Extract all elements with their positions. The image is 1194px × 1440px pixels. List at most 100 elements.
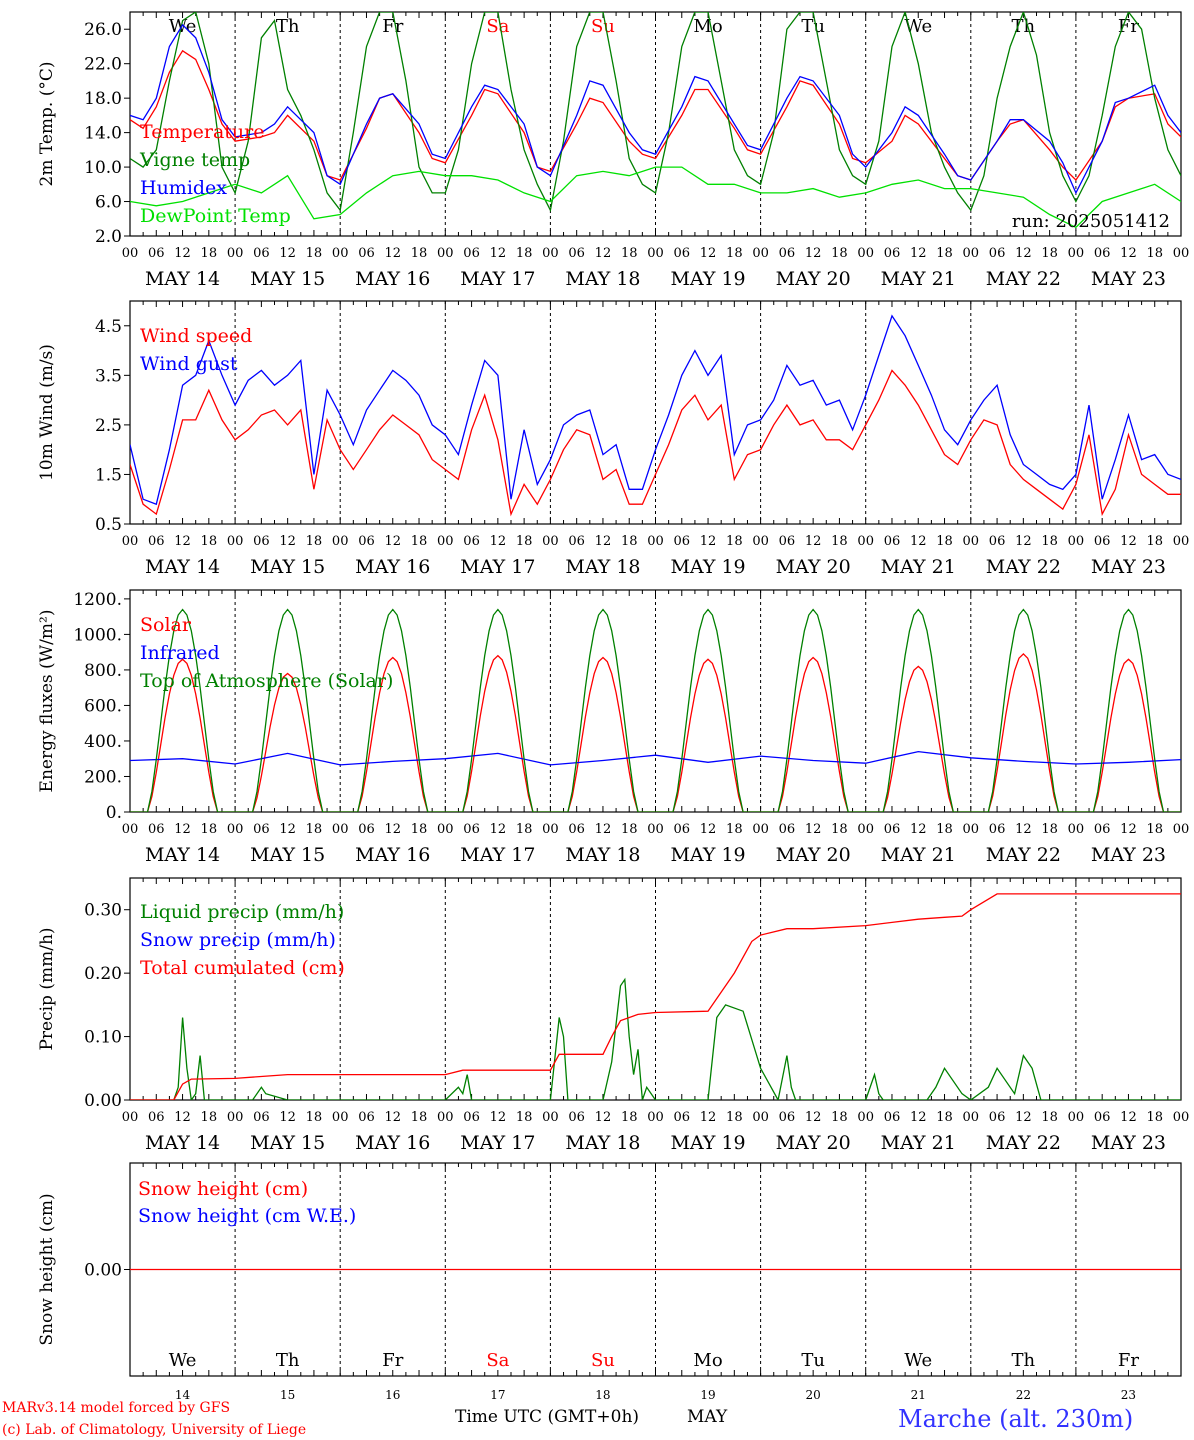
hour-label: 12 xyxy=(1015,534,1032,549)
hour-label: 06 xyxy=(989,822,1006,837)
hour-label: 00 xyxy=(122,246,139,261)
hour-label: 18 xyxy=(1041,534,1058,549)
hour-label: 00 xyxy=(542,822,559,837)
y-tick-label: 1.5 xyxy=(95,465,122,485)
date-label: MAY 15 xyxy=(250,844,325,866)
hour-label: 18 xyxy=(936,246,953,261)
hour-label: 18 xyxy=(516,534,533,549)
hour-label: 12 xyxy=(174,822,191,837)
hour-label: 12 xyxy=(595,534,612,549)
hour-label: 00 xyxy=(647,246,664,261)
series-vigne-temp xyxy=(130,12,1181,213)
y-tick-label: 18.0 xyxy=(84,89,122,109)
hour-label: 06 xyxy=(463,1110,480,1125)
hour-label: 18 xyxy=(936,822,953,837)
hour-label: 00 xyxy=(332,1110,349,1125)
date-label: MAY 18 xyxy=(565,844,640,866)
series-group xyxy=(130,608,1181,812)
hour-label: 12 xyxy=(805,822,822,837)
hour-label: 18 xyxy=(306,246,323,261)
legend-entry: Humidex xyxy=(140,177,227,199)
weekday-label: Fr xyxy=(382,1350,403,1371)
weekday-label: Tu xyxy=(801,1350,825,1371)
hour-label: 06 xyxy=(674,1110,691,1125)
hour-label: 18 xyxy=(621,822,638,837)
hour-label: 00 xyxy=(227,534,244,549)
hour-label: 18 xyxy=(306,822,323,837)
hour-label: 18 xyxy=(726,246,743,261)
lab-credit: (c) Lab. of Climatology, University of L… xyxy=(2,1422,306,1438)
hour-label: 12 xyxy=(1120,1110,1137,1125)
panel-1: 2.0 6.0 10.0 14.0 18.0 22.0 26.0 2m Temp. (°C) 0… xyxy=(37,11,1190,290)
hour-label: 18 xyxy=(1146,246,1163,261)
legend-entry: Vigne temp xyxy=(139,149,250,171)
panel-frame xyxy=(129,11,1182,237)
y-tick-label: 6.0 xyxy=(95,193,122,213)
legend-entry: Snow height (cm W.E.) xyxy=(138,1205,356,1227)
legend-entry: Liquid precip (mm/h) xyxy=(140,901,344,923)
y-axis-label: 2m Temp. (°C) xyxy=(37,61,57,186)
series-infrared xyxy=(130,750,1181,766)
hour-label: 00 xyxy=(122,822,139,837)
x-axis-label: Time UTC (GMT+0h) xyxy=(455,1407,639,1427)
date-label: MAY 14 xyxy=(145,556,220,578)
hour-label: 18 xyxy=(411,1110,428,1125)
day-number: 20 xyxy=(806,1388,821,1402)
hour-label: 18 xyxy=(936,1110,953,1125)
y-tick-label: 0. xyxy=(106,803,122,823)
hour-label: 12 xyxy=(490,246,507,261)
y-tick-label: 2.0 xyxy=(95,227,122,247)
hour-label: 06 xyxy=(568,534,585,549)
y-tick-label: 0.5 xyxy=(95,515,122,535)
y-tick-label: 0.00 xyxy=(84,1261,122,1281)
date-label: MAY 20 xyxy=(776,844,851,866)
legend-entry: DewPoint Temp xyxy=(140,205,291,227)
date-label: MAY 20 xyxy=(776,556,851,578)
weekday-label: We xyxy=(904,1350,932,1371)
model-credit: MARv3.14 model forced by GFS xyxy=(2,1400,230,1416)
hour-label: 06 xyxy=(1094,822,1111,837)
legend-entry: Solar xyxy=(140,614,192,636)
legend-entry: Snow precip (mm/h) xyxy=(140,929,336,951)
hour-label: 00 xyxy=(227,1110,244,1125)
hour-label: 12 xyxy=(384,534,401,549)
series-top-of-atmosphere-solar xyxy=(130,608,1181,812)
date-label: MAY 19 xyxy=(670,1132,745,1154)
date-label: MAY 17 xyxy=(460,268,535,290)
hour-label: 00 xyxy=(1173,246,1190,261)
y-tick-label: 200. xyxy=(84,767,122,787)
hour-label: 18 xyxy=(1041,822,1058,837)
hour-label: 00 xyxy=(752,1110,769,1125)
hour-label: 18 xyxy=(411,246,428,261)
series-dewpoint-temp xyxy=(130,166,1181,229)
date-label: MAY 23 xyxy=(1091,1132,1166,1154)
hour-label: 00 xyxy=(647,822,664,837)
hour-label: 06 xyxy=(884,1110,901,1125)
panel-frame xyxy=(129,300,1182,525)
hour-label: 18 xyxy=(831,246,848,261)
hour-label: 00 xyxy=(437,822,454,837)
y-axis-label: Precip (mm/h) xyxy=(37,927,57,1050)
date-label: MAY 21 xyxy=(881,556,956,578)
hour-label: 18 xyxy=(411,822,428,837)
hour-label: 18 xyxy=(1146,822,1163,837)
date-label: MAY 22 xyxy=(986,556,1061,578)
day-number: 18 xyxy=(595,1388,610,1402)
weekday-label: Th xyxy=(276,1350,300,1371)
hour-label: 12 xyxy=(1120,534,1137,549)
date-label: MAY 17 xyxy=(460,844,535,866)
date-label: MAY 16 xyxy=(355,268,430,290)
hour-label: 00 xyxy=(227,246,244,261)
y-tick-label: 10.0 xyxy=(84,158,122,178)
hour-label: 18 xyxy=(726,822,743,837)
hour-label: 18 xyxy=(831,1110,848,1125)
hour-label: 12 xyxy=(805,246,822,261)
hour-label: 06 xyxy=(358,246,375,261)
hour-label: 00 xyxy=(1068,1110,1085,1125)
hour-label: 12 xyxy=(384,246,401,261)
hour-label: 00 xyxy=(857,246,874,261)
day-number: 17 xyxy=(490,1388,505,1402)
hour-label: 12 xyxy=(490,822,507,837)
hour-label: 00 xyxy=(963,246,980,261)
hour-label: 00 xyxy=(647,1110,664,1125)
